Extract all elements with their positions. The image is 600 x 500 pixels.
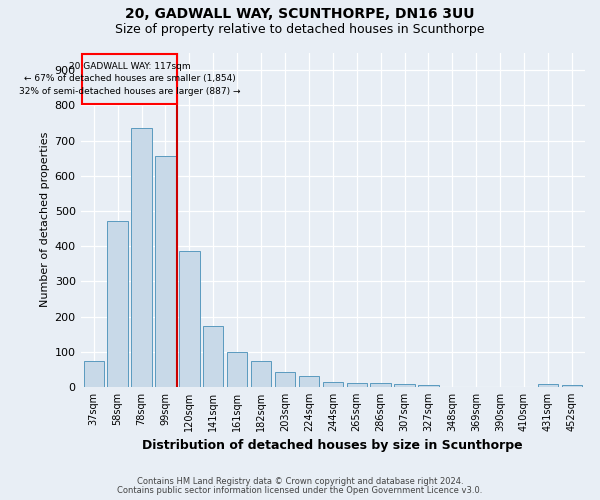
Bar [251,360,271,387]
Text: Size of property relative to detached houses in Scunthorpe: Size of property relative to detached ho… [115,22,485,36]
Bar [82,54,178,104]
Bar [562,385,582,387]
Y-axis label: Number of detached properties: Number of detached properties [40,132,50,308]
Bar [179,252,200,387]
Bar [155,156,176,387]
Bar [418,385,439,387]
Bar [131,128,152,387]
Bar [275,372,295,387]
Bar [323,382,343,387]
Bar [203,326,223,387]
Bar [394,384,415,387]
X-axis label: Distribution of detached houses by size in Scunthorpe: Distribution of detached houses by size … [142,440,523,452]
Bar [370,384,391,387]
Text: 20, GADWALL WAY, SCUNTHORPE, DN16 3UU: 20, GADWALL WAY, SCUNTHORPE, DN16 3UU [125,8,475,22]
Text: 20 GADWALL WAY: 117sqm
← 67% of detached houses are smaller (1,854)
32% of semi-: 20 GADWALL WAY: 117sqm ← 67% of detached… [19,62,241,96]
Bar [538,384,558,387]
Bar [347,384,367,387]
Bar [83,360,104,387]
Text: Contains public sector information licensed under the Open Government Licence v3: Contains public sector information licen… [118,486,482,495]
Bar [227,352,247,387]
Bar [107,222,128,387]
Bar [299,376,319,387]
Text: Contains HM Land Registry data © Crown copyright and database right 2024.: Contains HM Land Registry data © Crown c… [137,477,463,486]
